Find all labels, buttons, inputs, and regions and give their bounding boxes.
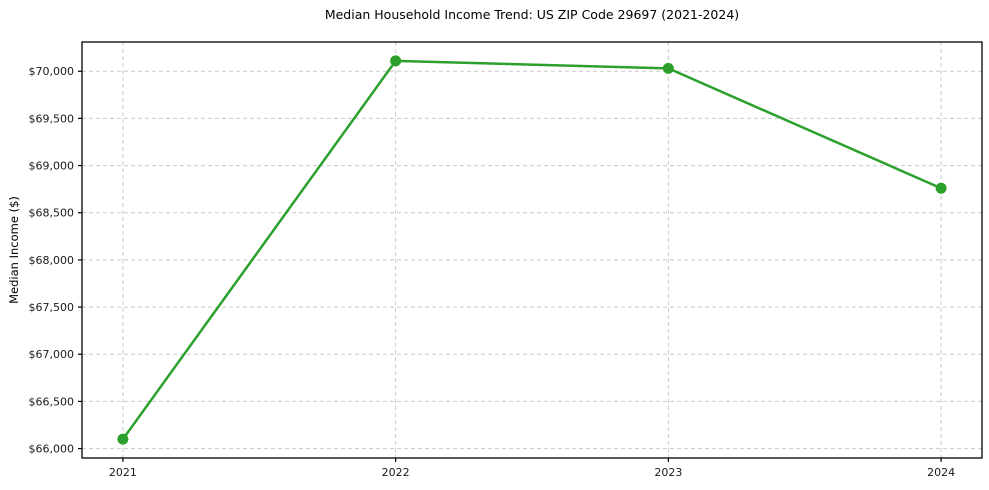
data-point-2021 xyxy=(117,433,129,445)
y-tick-label: $66,500 xyxy=(29,395,75,408)
y-tick-label: $67,500 xyxy=(29,301,75,314)
y-tick-label: $69,500 xyxy=(29,112,75,125)
y-tick-label: $70,000 xyxy=(29,65,75,78)
chart-title: Median Household Income Trend: US ZIP Co… xyxy=(324,7,740,22)
x-tick-label: 2021 xyxy=(109,466,137,479)
y-tick-label: $69,000 xyxy=(29,160,75,173)
data-point-2023 xyxy=(662,62,674,74)
y-tick-label: $66,000 xyxy=(29,443,75,456)
x-tick-label: 2022 xyxy=(382,466,410,479)
data-point-2022 xyxy=(390,55,402,67)
x-tick-label: 2024 xyxy=(927,466,955,479)
plot-border xyxy=(81,41,983,459)
x-tick-label: 2023 xyxy=(654,466,682,479)
data-point-2024 xyxy=(935,182,947,194)
y-tick-label: $68,500 xyxy=(29,207,75,220)
y-tick-label: $68,000 xyxy=(29,254,75,267)
trend-line xyxy=(121,59,943,441)
y-tick-label: $67,000 xyxy=(29,348,75,361)
